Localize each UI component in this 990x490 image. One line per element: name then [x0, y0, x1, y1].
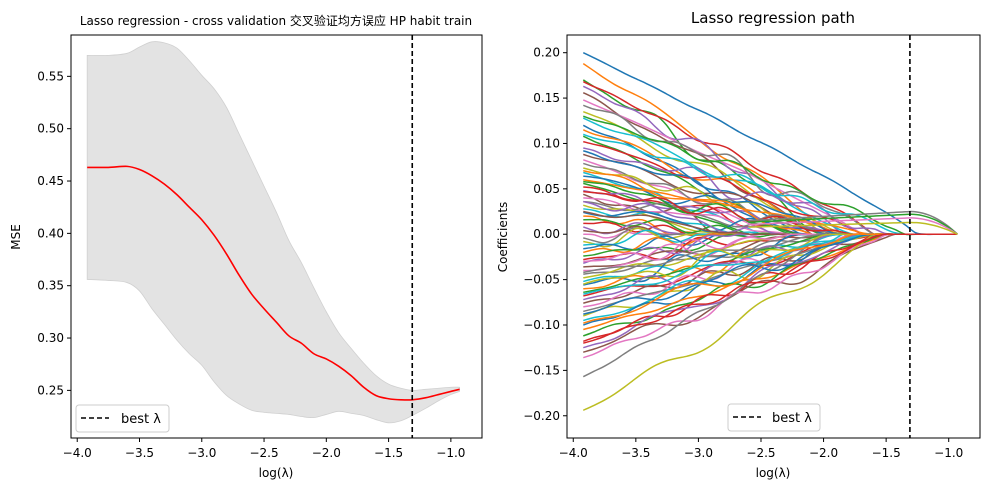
- path-x-tick-label: −3.0: [684, 446, 713, 460]
- cv-legend-box: [75, 404, 170, 433]
- path-x-ticks: −4.0 −3.5 −3.0 −2.5 −2.0 −1.5 −1.0: [559, 438, 963, 460]
- path-x-tick-label: −2.0: [809, 446, 838, 460]
- cv-x-tick-label: −2.0: [312, 446, 341, 460]
- path-y-tick-label: −0.15: [523, 363, 560, 377]
- path-axes-frame: [566, 34, 981, 439]
- cv-x-tick-label: −1.0: [436, 446, 465, 460]
- persistent-coefficient-path: [748, 217, 958, 235]
- cv-legend: best λ: [75, 404, 170, 433]
- cv-plot-title: Lasso regression - cross validation 交叉验证…: [80, 13, 472, 28]
- path-x-tick-label: −1.5: [872, 446, 901, 460]
- cv-error-band: [86, 41, 460, 424]
- cv-x-tick-label: −4.0: [63, 446, 92, 460]
- cv-mean-mse-line: [87, 165, 460, 401]
- persistent-coefficient-path: [748, 213, 958, 235]
- cv-y-tick-label: 0.55: [37, 69, 64, 83]
- path-legend: best λ: [727, 403, 821, 432]
- path-x-tick-label: −2.5: [746, 446, 775, 460]
- path-y-tick-label: 0.00: [533, 227, 560, 241]
- cv-y-tick-label: 0.50: [37, 122, 64, 136]
- coefficient-path: [583, 133, 958, 236]
- path-legend-box: [727, 403, 821, 432]
- cv-legend-label: best λ: [121, 412, 161, 427]
- lasso-path-plot: Lasso regression path log(λ) Coefficient…: [496, 9, 981, 480]
- path-y-tick-label: 0.15: [533, 91, 560, 105]
- cv-axes-frame: [70, 34, 483, 439]
- persistent-coefficient-path: [748, 210, 958, 235]
- persistent-coefficient-path: [748, 221, 958, 235]
- cv-y-tick-label: 0.40: [37, 226, 64, 240]
- cv-mean-line-layer: [87, 165, 460, 401]
- cv-x-tick-label: −3.0: [187, 446, 216, 460]
- cv-y-tick-label: 0.30: [37, 331, 64, 345]
- cv-x-axis-label: log(λ): [259, 466, 294, 480]
- cv-x-ticks: −4.0 −3.5 −3.0 −2.5 −2.0 −1.5 −1.0: [63, 438, 465, 460]
- path-x-tick-label: −1.0: [934, 446, 963, 460]
- cv-y-axis-label: MSE: [9, 224, 23, 250]
- path-x-axis-label: log(λ): [756, 466, 791, 480]
- cv-mse-plot: Lasso regression - cross validation 交叉验证…: [9, 13, 483, 480]
- cv-x-tick-label: −3.5: [125, 446, 154, 460]
- path-y-tick-label: −0.10: [523, 318, 560, 332]
- path-y-tick-label: −0.20: [523, 409, 560, 423]
- path-y-tick-label: 0.20: [533, 46, 560, 60]
- path-x-tick-label: −4.0: [559, 446, 588, 460]
- coefficient-path: [583, 115, 958, 236]
- cv-error-band-layer: [86, 41, 460, 424]
- cv-x-tick-label: −2.5: [249, 446, 278, 460]
- cv-y-tick-label: 0.45: [37, 174, 64, 188]
- cv-y-tick-label: 0.35: [37, 279, 64, 293]
- path-y-ticks: −0.20 −0.15 −0.10 −0.05 0.00 0.05 0.10 0.15 0.20: [523, 46, 567, 423]
- path-y-tick-label: −0.05: [523, 273, 560, 287]
- coefficient-paths-layer: [582, 52, 958, 412]
- path-plot-title: Lasso regression path: [691, 9, 855, 27]
- path-y-axis-label: Coefficients: [496, 202, 510, 273]
- cv-y-tick-label: 0.25: [37, 383, 64, 397]
- cv-x-tick-label: −1.5: [374, 446, 403, 460]
- coefficient-path: [583, 233, 958, 344]
- path-y-tick-label: 0.10: [533, 136, 560, 150]
- path-x-tick-label: −3.5: [621, 446, 650, 460]
- path-legend-label: best λ: [772, 411, 812, 426]
- cv-y-ticks: 0.25 0.30 0.35 0.40 0.45 0.50 0.55: [37, 69, 71, 397]
- path-y-tick-label: 0.05: [533, 182, 560, 196]
